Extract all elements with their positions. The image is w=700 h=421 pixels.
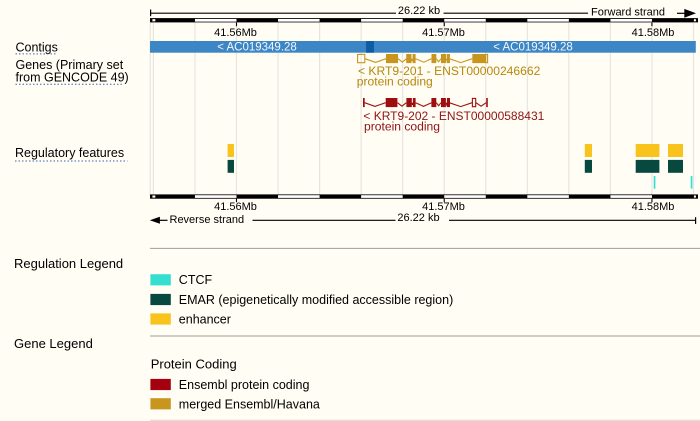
svg-text:Protein Coding: Protein Coding xyxy=(151,356,237,371)
svg-text:CTCF: CTCF xyxy=(179,273,213,287)
svg-text:26.22 kb: 26.22 kb xyxy=(397,212,439,224)
svg-text:merged Ensembl/Havana: merged Ensembl/Havana xyxy=(179,397,320,411)
svg-text:Forward strand: Forward strand xyxy=(591,6,665,18)
svg-text:Ensembl protein coding: Ensembl protein coding xyxy=(179,378,310,392)
svg-text:41.56Mb: 41.56Mb xyxy=(214,27,257,39)
svg-text:< AC019349.28: < AC019349.28 xyxy=(217,41,297,53)
svg-text:41.58Mb: 41.58Mb xyxy=(632,201,675,213)
svg-text:Regulation Legend: Regulation Legend xyxy=(14,256,123,271)
svg-text:< AC019349.28: < AC019349.28 xyxy=(493,41,573,53)
svg-text:41.58Mb: 41.58Mb xyxy=(632,27,675,39)
svg-text:Genes (Primary set: Genes (Primary set xyxy=(16,58,124,72)
svg-text:41.57Mb: 41.57Mb xyxy=(422,27,465,39)
svg-text:Contigs: Contigs xyxy=(16,41,58,55)
svg-text:< KRT9-202 - ENST00000588431: < KRT9-202 - ENST00000588431 xyxy=(363,109,544,123)
svg-text:41.56Mb: 41.56Mb xyxy=(214,201,257,213)
svg-text:from GENCODE 49): from GENCODE 49) xyxy=(16,71,129,85)
svg-text:26.22 kb: 26.22 kb xyxy=(398,5,440,17)
svg-text:protein coding: protein coding xyxy=(364,119,440,133)
svg-text:enhancer: enhancer xyxy=(179,312,231,326)
svg-text:< KRT9-201 - ENST00000246662: < KRT9-201 - ENST00000246662 xyxy=(358,64,541,78)
svg-text:protein coding: protein coding xyxy=(357,74,433,88)
svg-text:EMAR (epigenetically modified: EMAR (epigenetically modified accessible… xyxy=(179,293,453,307)
svg-text:Gene Legend: Gene Legend xyxy=(14,336,93,351)
svg-text:41.57Mb: 41.57Mb xyxy=(422,201,465,213)
svg-text:Reverse strand: Reverse strand xyxy=(170,214,245,226)
svg-text:Regulatory features: Regulatory features xyxy=(15,146,124,160)
